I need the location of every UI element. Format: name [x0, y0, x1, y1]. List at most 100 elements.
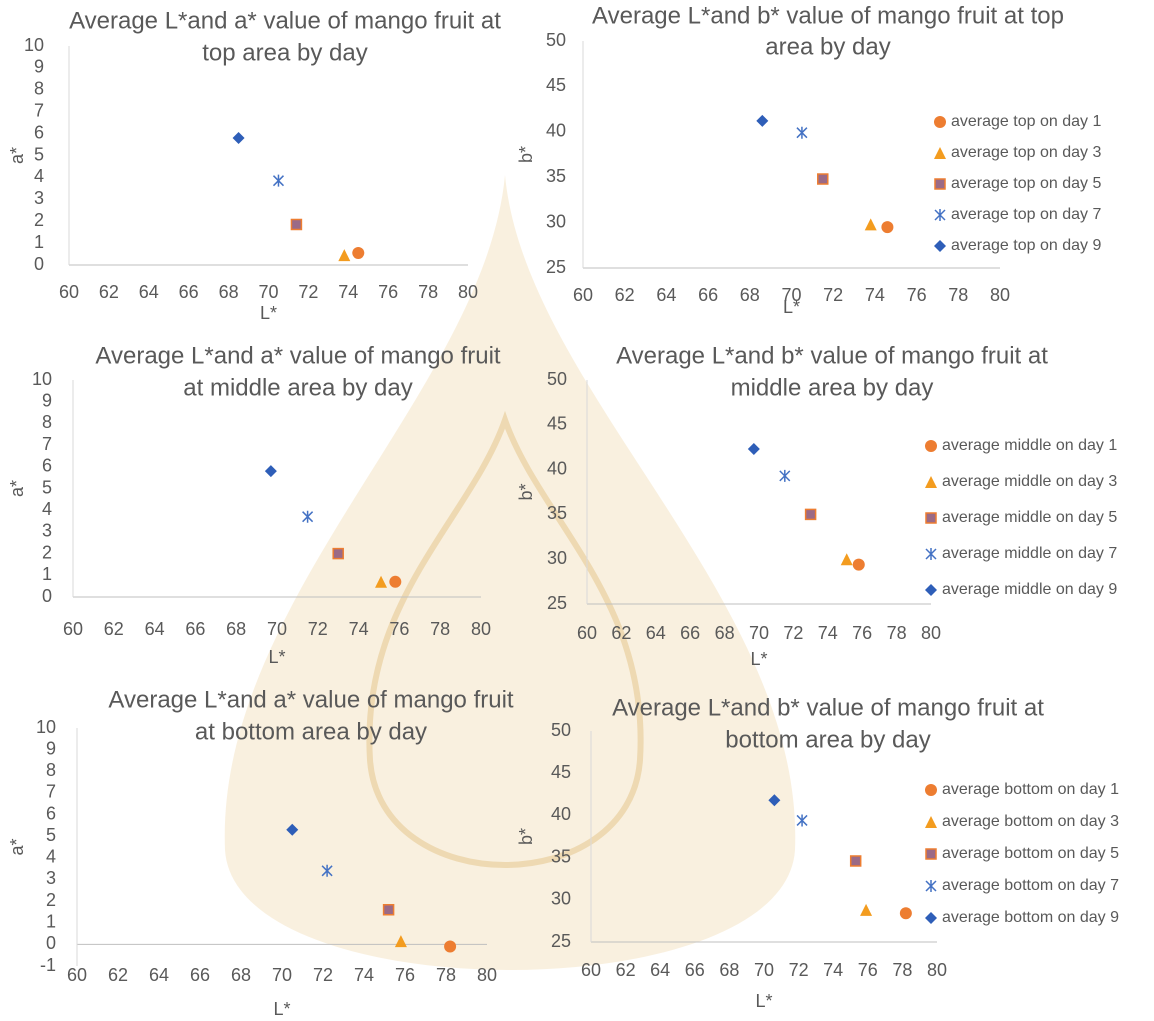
marker-triangle: [865, 218, 877, 230]
x-tick-label: 76: [378, 282, 398, 302]
x-tick-label: 68: [226, 619, 246, 639]
x-axis-label: L*: [755, 991, 772, 1011]
y-tick-label: 35: [547, 503, 567, 523]
x-tick-label: 70: [749, 623, 769, 643]
y-tick-label: 10: [32, 369, 52, 389]
chart-title: Average L*and a* value of mango fruit: [95, 342, 500, 369]
y-tick-label: 0: [42, 586, 52, 606]
x-tick-label: 60: [59, 282, 79, 302]
x-tick-label: 72: [298, 282, 318, 302]
y-tick-label: 2: [34, 210, 44, 230]
x-tick-label: 74: [354, 965, 374, 985]
x-tick-label: 64: [139, 282, 159, 302]
y-tick-label: 45: [547, 414, 567, 434]
marker-circle: [881, 221, 893, 233]
chart-title: Average L*and b* value of mango fruit at…: [592, 2, 1064, 29]
marker-diamond: [265, 465, 277, 477]
x-tick-label: 62: [99, 282, 119, 302]
marker-star: [926, 880, 936, 892]
y-tick-label: 50: [551, 720, 571, 740]
x-tick-label: 64: [145, 619, 165, 639]
y-tick-label: 45: [551, 762, 571, 782]
y-tick-label: 30: [551, 889, 571, 909]
y-tick-label: 8: [34, 79, 44, 99]
y-tick-label: 9: [46, 738, 56, 758]
x-tick-label: 68: [740, 285, 760, 305]
marker-triangle: [338, 249, 350, 261]
x-tick-label: 76: [389, 619, 409, 639]
x-tick-label: 74: [338, 282, 358, 302]
chart-title: at bottom area by day: [195, 718, 427, 745]
x-axis-label: L*: [750, 649, 767, 669]
x-tick-label: 76: [852, 623, 872, 643]
y-axis-label: b*: [516, 146, 536, 163]
marker-circle: [444, 941, 456, 953]
x-tick-label: 80: [471, 619, 491, 639]
x-tick-label: 64: [149, 965, 169, 985]
x-tick-label: 80: [927, 960, 947, 980]
x-tick-label: 66: [698, 285, 718, 305]
marker-diamond: [934, 240, 946, 252]
y-tick-label: 8: [46, 760, 56, 780]
chart-title: Average L*and a* value of mango fruit: [108, 686, 513, 713]
x-tick-label: 62: [615, 285, 635, 305]
y-tick-label: 25: [546, 257, 566, 277]
y-tick-label: 3: [42, 521, 52, 541]
marker-square: [851, 856, 861, 866]
y-tick-label: 4: [42, 499, 52, 519]
x-tick-label: 68: [231, 965, 251, 985]
y-tick-label: 30: [546, 211, 566, 231]
y-tick-label: 4: [34, 166, 44, 186]
x-tick-label: 60: [577, 623, 597, 643]
marker-circle: [925, 784, 937, 796]
marker-triangle: [925, 476, 937, 488]
y-tick-label: -1: [40, 955, 56, 975]
marker-star: [273, 175, 283, 187]
x-tick-label: 74: [349, 619, 369, 639]
x-tick-label: 76: [907, 285, 927, 305]
y-tick-label: 9: [42, 390, 52, 410]
x-tick-label: 66: [680, 623, 700, 643]
x-axis-label: L*: [783, 297, 800, 317]
legend-label: average middle on day 9: [942, 581, 1117, 598]
y-axis-label: a*: [7, 147, 27, 164]
x-tick-label: 66: [685, 960, 705, 980]
marker-diamond: [925, 912, 937, 924]
y-axis-label: a*: [7, 480, 27, 497]
y-tick-label: 7: [42, 434, 52, 454]
x-tick-label: 78: [892, 960, 912, 980]
marker-star: [780, 470, 790, 482]
x-tick-label: 62: [104, 619, 124, 639]
y-tick-label: 40: [546, 121, 566, 141]
y-axis-label: b*: [516, 828, 536, 845]
x-tick-label: 70: [754, 960, 774, 980]
marker-square: [806, 509, 816, 519]
y-tick-label: 9: [34, 57, 44, 77]
y-tick-label: 1: [46, 911, 56, 931]
chart-title: top area by day: [202, 39, 367, 66]
chart-title: area by day: [765, 33, 890, 60]
marker-triangle: [841, 553, 853, 565]
marker-square: [926, 513, 936, 523]
x-axis-label: L*: [260, 303, 277, 323]
y-tick-label: 5: [46, 825, 56, 845]
y-tick-label: 50: [546, 30, 566, 50]
marker-diamond: [233, 132, 245, 144]
marker-circle: [389, 576, 401, 588]
x-tick-label: 66: [179, 282, 199, 302]
x-tick-label: 68: [219, 282, 239, 302]
x-tick-label: 80: [477, 965, 497, 985]
x-tick-label: 72: [789, 960, 809, 980]
x-tick-label: 68: [719, 960, 739, 980]
marker-square: [935, 179, 945, 189]
x-tick-label: 66: [190, 965, 210, 985]
x-tick-label: 64: [646, 623, 666, 643]
marker-circle: [352, 247, 364, 259]
x-tick-label: 60: [63, 619, 83, 639]
marker-diamond: [756, 115, 768, 127]
x-axis-label: L*: [273, 999, 290, 1019]
legend-label: average bottom on day 7: [942, 877, 1119, 894]
x-tick-label: 60: [581, 960, 601, 980]
x-tick-label: 74: [865, 285, 885, 305]
x-tick-label: 72: [308, 619, 328, 639]
